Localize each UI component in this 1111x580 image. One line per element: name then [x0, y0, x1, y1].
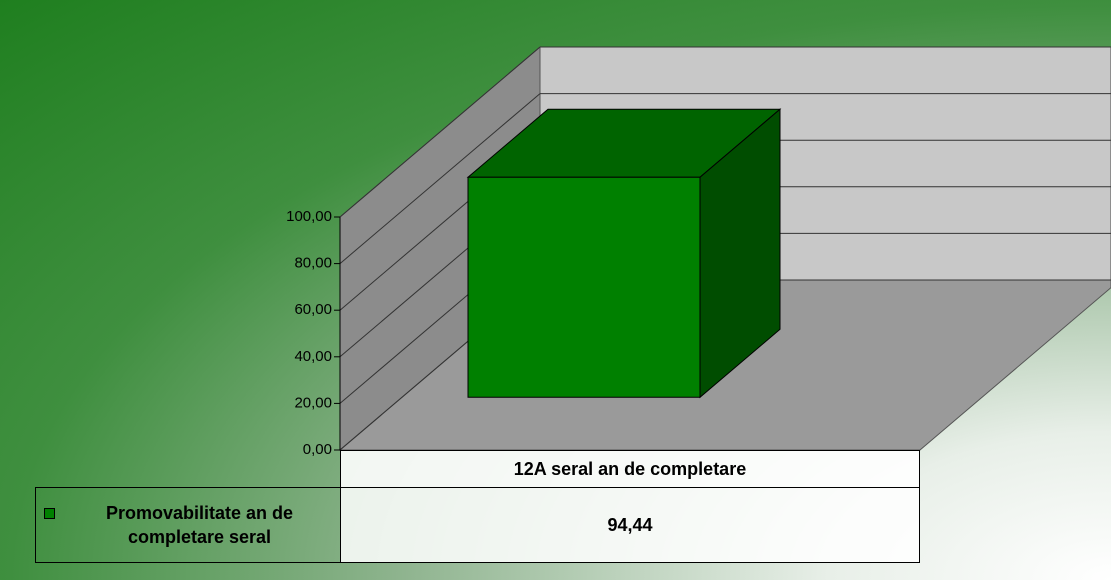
legend-label: Promovabilitate an de completare seral [105, 503, 294, 547]
bar [467, 176, 701, 398]
value-cell: 94,44 [340, 487, 920, 563]
legend-key [44, 508, 55, 519]
y-tick-label: 0,00 [303, 441, 332, 458]
legend-cell: Promovabilitate an de completare seral [35, 487, 341, 563]
grid-line [339, 46, 541, 218]
grid-line [339, 93, 541, 264]
category-cell: 12A seral an de completare [340, 450, 920, 488]
y-tick-label: 100,00 [286, 208, 332, 225]
y-tick-label: 20,00 [294, 394, 332, 411]
y-tick-label: 80,00 [294, 255, 332, 272]
y-tick-label: 40,00 [294, 348, 332, 365]
y-tick-label: 60,00 [294, 301, 332, 318]
